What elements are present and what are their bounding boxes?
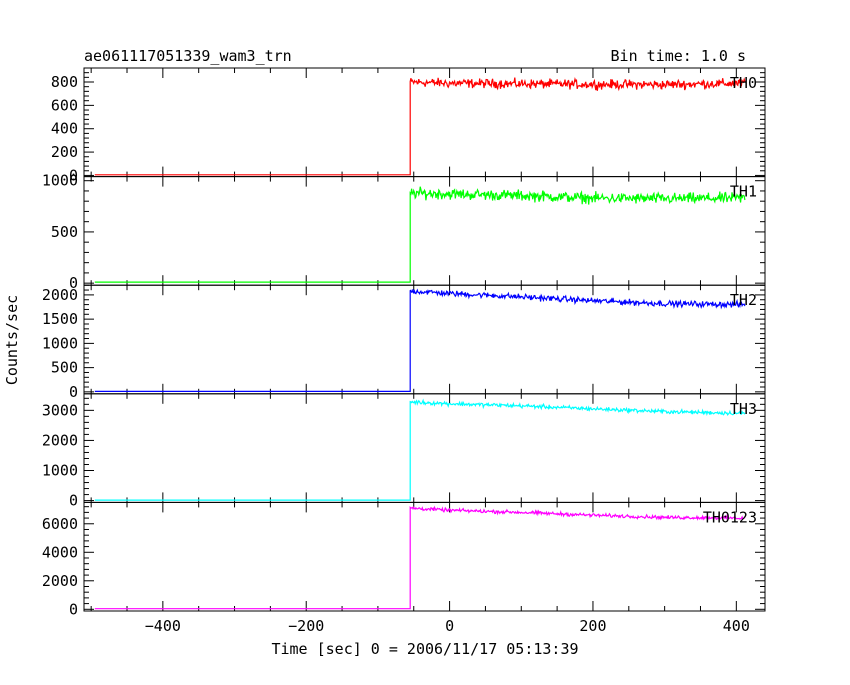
panel-frame: [83, 501, 766, 612]
y-tick-label: 2000: [42, 572, 78, 590]
x-tick-label: −400: [145, 617, 181, 635]
y-tick-label: 600: [51, 96, 78, 114]
panels-group: 0 200 400 600 800 TH0 0 500 1000 TH1 0 500 1000 1500 2…: [42, 67, 766, 618]
y-tick-label: 500: [51, 359, 78, 377]
panel-frame: [83, 284, 766, 395]
y-tick-label: 0: [69, 492, 78, 510]
panel-th2: 0 500 1000 1500 2000 TH2: [42, 284, 766, 401]
y-tick-label: 800: [51, 73, 78, 91]
y-tick-label: 0: [69, 274, 78, 292]
panel-th1: 0 500 1000 TH1: [42, 172, 766, 292]
x-tick-label: −200: [288, 617, 324, 635]
y-tick-label: 1000: [42, 172, 78, 190]
y-tick-label: 1000: [42, 462, 78, 480]
y-tick-label: 2000: [42, 431, 78, 449]
x-tick-label: 0: [445, 617, 454, 635]
series-line-th0: [94, 76, 746, 176]
series-line-th3: [94, 398, 746, 501]
y-tick-label: 200: [51, 143, 78, 161]
x-tick-label: 400: [723, 617, 750, 635]
series-label: TH1: [730, 183, 757, 201]
y-axis-label: Counts/sec: [3, 295, 21, 385]
y-tick-label: 400: [51, 120, 78, 138]
series-label: TH2: [730, 291, 757, 309]
panel-th3: 0 1000 2000 3000 TH3: [42, 393, 766, 510]
y-tick-label: 6000: [42, 515, 78, 533]
y-tick-label: 500: [51, 223, 78, 241]
y-tick-label: 4000: [42, 543, 78, 561]
y-tick-label: 0: [69, 166, 78, 184]
series-label: TH0123: [703, 508, 757, 526]
chart-title: ae061117051339_wam3_trn: [84, 47, 292, 65]
y-tick-label: 3000: [42, 401, 78, 419]
series-line-th0123: [94, 505, 746, 610]
panel-th0123: 0 2000 4000 6000 TH0123: [42, 501, 766, 618]
x-tick-label: 200: [579, 617, 606, 635]
panel-frame: [83, 176, 766, 286]
y-tick-label: 2000: [42, 286, 78, 304]
x-axis: −400 −200 0 200 400: [145, 617, 750, 635]
series-line-th2: [94, 288, 746, 392]
panel-th0: 0 200 400 600 800 TH0: [51, 67, 766, 184]
y-tick-label: 1500: [42, 310, 78, 328]
y-tick-label: 1000: [42, 334, 78, 352]
y-tick-label: 0: [69, 600, 78, 618]
y-tick-label: 0: [69, 383, 78, 401]
series-label: TH0: [730, 74, 757, 92]
x-axis-label: Time [sec] 0 = 2006/11/17 05:13:39: [271, 640, 578, 658]
series-label: TH3: [730, 400, 757, 418]
series-line-th1: [94, 186, 746, 283]
bin-time-label: Bin time: 1.0 s: [611, 47, 746, 65]
